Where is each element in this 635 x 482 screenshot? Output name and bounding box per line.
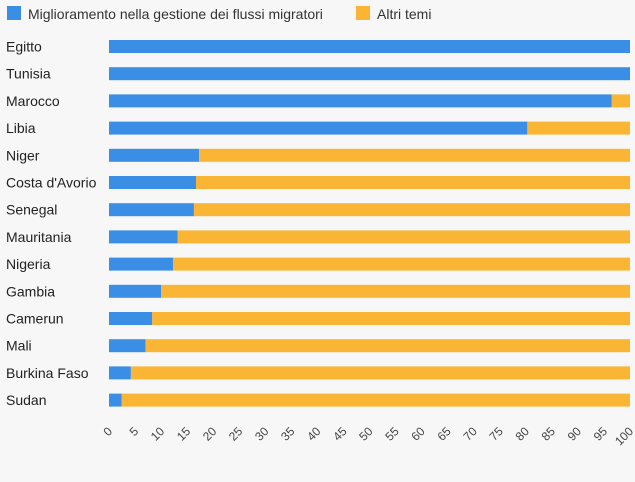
category-label-costa-d-avorio: Costa d'Avorio [6, 175, 97, 191]
category-label-marocco: Marocco [6, 93, 60, 109]
x-tick-label-90: 90 [565, 424, 585, 444]
x-tick-label-60: 60 [408, 424, 428, 444]
x-tick-label-15: 15 [174, 424, 194, 444]
bar-nigeria-series-2 [173, 257, 630, 271]
category-label-niger: Niger [6, 147, 40, 163]
bar-sudan-series-2 [121, 393, 630, 407]
x-tick-label-100: 100 [612, 424, 635, 448]
category-label-mali: Mali [6, 338, 32, 354]
bar-burkina-faso-series-2 [130, 366, 630, 380]
bar-gambia-series-1 [109, 284, 162, 298]
bar-nigeria-series-1 [109, 257, 174, 271]
bar-mauritania-series-2 [177, 230, 630, 244]
x-tick-label-35: 35 [278, 424, 298, 444]
category-label-sudan: Sudan [6, 392, 46, 408]
bar-mauritania-series-1 [109, 230, 178, 244]
x-tick-label-40: 40 [304, 424, 324, 444]
x-tick-label-10: 10 [148, 424, 168, 444]
x-tick-label-5: 5 [127, 424, 142, 439]
legend-swatch-2 [356, 6, 370, 20]
bar-senegal-series-1 [109, 203, 194, 217]
category-label-libia: Libia [6, 120, 36, 136]
bar-camerun-series-2 [152, 312, 631, 325]
x-tick-label-85: 85 [539, 424, 559, 444]
category-label-senegal: Senegal [6, 202, 57, 218]
category-label-mauritania: Mauritania [6, 229, 72, 245]
bar-mali-series-1 [109, 339, 146, 353]
bar-sudan-series-1 [109, 393, 122, 407]
legend-label-2: Altri temi [377, 6, 431, 22]
bar-marocco-series-2 [611, 94, 630, 108]
chart-bars [109, 40, 631, 407]
x-tick-label-25: 25 [226, 424, 246, 444]
x-tick-label-45: 45 [330, 424, 350, 444]
category-labels: Egitto Tunisia Marocco Libia Niger Costa d'Av… [6, 39, 97, 409]
bar-tunisia-series-1 [109, 67, 630, 81]
legend-label-1: Miglioramento nella gestione dei flussi … [28, 6, 323, 22]
chart-legend: Miglioramento nella gestione dei flussi … [7, 6, 431, 22]
legend-swatch-1 [7, 6, 21, 20]
x-tick-label-50: 50 [356, 424, 376, 444]
x-tick-label-30: 30 [252, 424, 272, 444]
x-tick-label-20: 20 [200, 424, 220, 444]
category-label-camerun: Camerun [6, 311, 64, 327]
bar-camerun-series-1 [109, 312, 153, 325]
category-label-nigeria: Nigeria [6, 256, 51, 272]
x-tick-label-75: 75 [487, 424, 507, 444]
bar-egitto-series-1 [109, 40, 630, 53]
x-tick-label-55: 55 [382, 424, 402, 444]
bar-costa-d-avorio-series-2 [196, 176, 630, 189]
category-label-gambia: Gambia [6, 283, 55, 299]
x-tick-label-95: 95 [591, 424, 611, 444]
bar-senegal-series-2 [193, 203, 630, 217]
bar-niger-series-1 [109, 148, 200, 162]
x-tick-label-65: 65 [434, 424, 454, 444]
category-label-burkina-faso: Burkina Faso [6, 365, 89, 381]
bar-burkina-faso-series-1 [109, 366, 131, 380]
category-label-tunisia: Tunisia [6, 66, 51, 82]
x-tick-label-0: 0 [100, 424, 115, 439]
bar-gambia-series-2 [161, 284, 630, 298]
bar-marocco-series-1 [109, 94, 612, 108]
bar-libia-series-2 [527, 121, 630, 135]
x-axis: 0 5 10 15 20 25 30 35 40 45 50 55 60 65 70 75 80 85 90 95 10… [100, 424, 635, 448]
bar-niger-series-2 [199, 148, 630, 162]
x-tick-label-70: 70 [460, 424, 480, 444]
category-label-egitto: Egitto [6, 39, 42, 55]
x-tick-label-80: 80 [513, 424, 533, 444]
bar-libia-series-1 [109, 121, 528, 135]
bar-costa-d-avorio-series-1 [109, 176, 197, 189]
bar-mali-series-2 [145, 339, 630, 353]
